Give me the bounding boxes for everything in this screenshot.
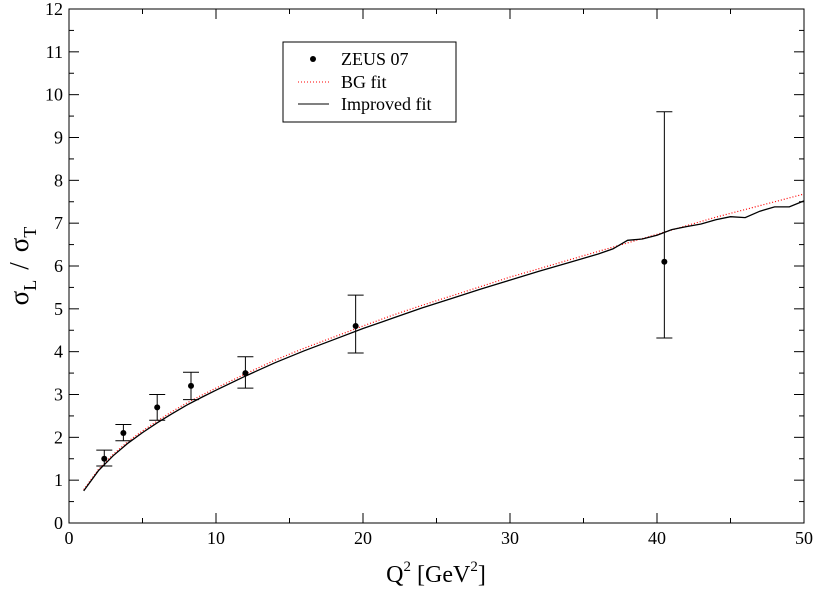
legend-label-zeus: ZEUS 07 (341, 49, 409, 69)
y-tick-label: 0 (54, 513, 63, 533)
y-tick-label: 1 (54, 470, 63, 490)
point-marker (120, 430, 127, 437)
x-axis-title-sup: 2 (404, 559, 412, 575)
legend-label-bg: BG fit (341, 72, 387, 92)
legend-marker-zeus (310, 56, 316, 62)
data-point (149, 394, 166, 421)
y-tick-label: 5 (54, 299, 63, 319)
y-axis-title-slash: / (4, 262, 34, 270)
y-tick-label: 4 (54, 342, 63, 362)
y-axis-title-sigma-num: σ (4, 290, 34, 305)
point-marker (352, 322, 359, 329)
point-marker (661, 258, 668, 265)
series-line-bg-fit (83, 193, 805, 490)
x-axis-title: Q2 [GeV2] (386, 559, 486, 588)
legend-box (282, 41, 457, 123)
y-tick-label: 12 (45, 0, 63, 19)
x-tick-label: 0 (65, 528, 74, 548)
series-line-improved-fit (83, 200, 805, 492)
y-tick-label: 7 (54, 213, 63, 233)
y-tick-label: 6 (54, 256, 63, 276)
data-point (96, 449, 113, 467)
y-axis-title-sub-num: L (20, 280, 40, 291)
x-axis-title-unit-sup: 2 (470, 559, 478, 575)
point-marker (154, 404, 161, 411)
point-marker (242, 370, 249, 377)
legend: ZEUS 07 BG fit Improved fit (282, 41, 457, 123)
x-axis-title-base: Q (386, 562, 403, 588)
x-tick-label: 10 (207, 528, 225, 548)
data-point (115, 423, 132, 442)
y-axis-title-sigma-den: σ (4, 237, 34, 252)
data-point (183, 371, 200, 401)
y-tick-label: 9 (54, 128, 63, 148)
y-axis-title: σL/σT (4, 227, 40, 306)
y-tick-label: 10 (45, 85, 63, 105)
point-marker (101, 455, 108, 462)
y-tick-label: 8 (54, 170, 63, 190)
point-marker (188, 382, 195, 389)
x-tick-label: 30 (501, 528, 519, 548)
y-tick-label: 2 (54, 427, 63, 447)
x-axis-title-unit: [GeV (411, 562, 471, 588)
x-tick-label: 40 (648, 528, 666, 548)
data-point (656, 111, 673, 339)
data-point (347, 294, 364, 354)
x-tick-label: 20 (354, 528, 372, 548)
y-tick-label: 3 (54, 385, 63, 405)
data-point (237, 356, 254, 389)
x-axis-title-close: ] (478, 562, 486, 588)
y-tick-label: 11 (46, 42, 63, 62)
x-tick-label: 50 (795, 528, 813, 548)
legend-label-improved: Improved fit (341, 94, 431, 114)
y-axis-title-sub-den: T (20, 227, 40, 238)
